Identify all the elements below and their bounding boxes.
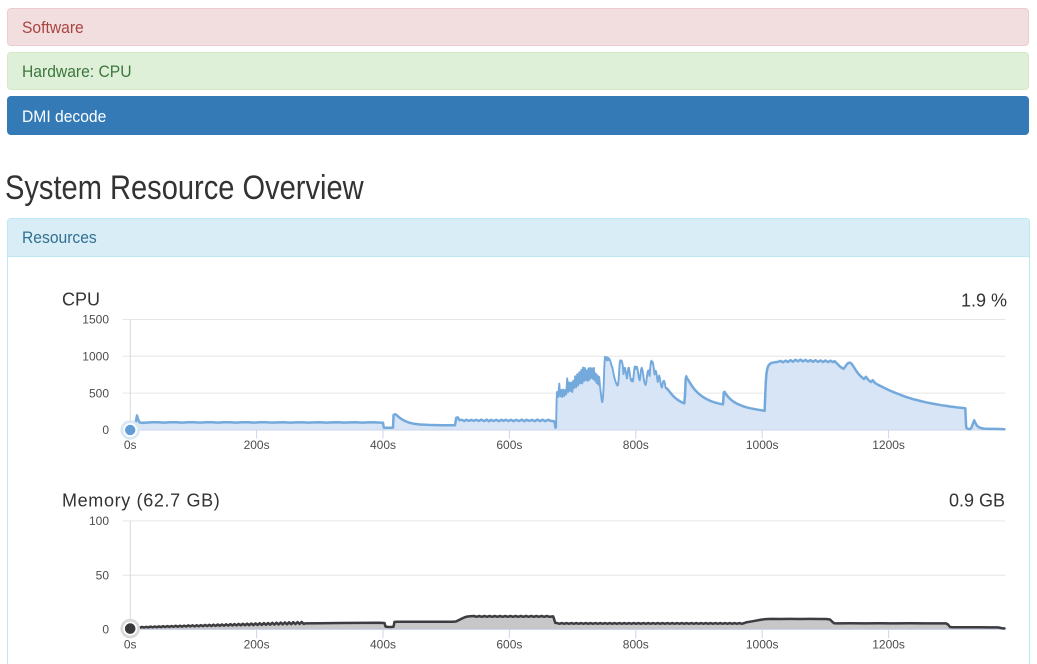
svg-text:800s: 800s — [623, 438, 649, 452]
svg-text:400s: 400s — [370, 438, 396, 452]
svg-text:0s: 0s — [124, 438, 137, 452]
svg-text:1000s: 1000s — [746, 438, 779, 452]
svg-text:50: 50 — [96, 568, 110, 582]
svg-text:CPU: CPU — [62, 290, 100, 310]
svg-text:100: 100 — [89, 514, 109, 528]
svg-text:0s: 0s — [124, 638, 137, 652]
svg-text:400s: 400s — [370, 638, 396, 652]
svg-text:0.9 GB: 0.9 GB — [949, 491, 1005, 511]
svg-text:1000s: 1000s — [746, 638, 779, 652]
svg-text:0: 0 — [102, 423, 109, 437]
svg-text:200s: 200s — [244, 638, 270, 652]
svg-text:200s: 200s — [244, 438, 270, 452]
svg-text:Memory (62.7 GB): Memory (62.7 GB) — [62, 491, 220, 511]
svg-text:1.9 %: 1.9 % — [961, 291, 1007, 311]
svg-text:1500: 1500 — [82, 313, 109, 327]
svg-text:600s: 600s — [496, 638, 522, 652]
svg-text:1000: 1000 — [82, 350, 109, 364]
svg-text:1200s: 1200s — [872, 638, 905, 652]
svg-text:800s: 800s — [623, 638, 649, 652]
svg-text:500: 500 — [89, 386, 109, 400]
svg-text:600s: 600s — [496, 438, 522, 452]
svg-text:1200s: 1200s — [872, 438, 905, 452]
svg-text:0: 0 — [102, 623, 109, 637]
